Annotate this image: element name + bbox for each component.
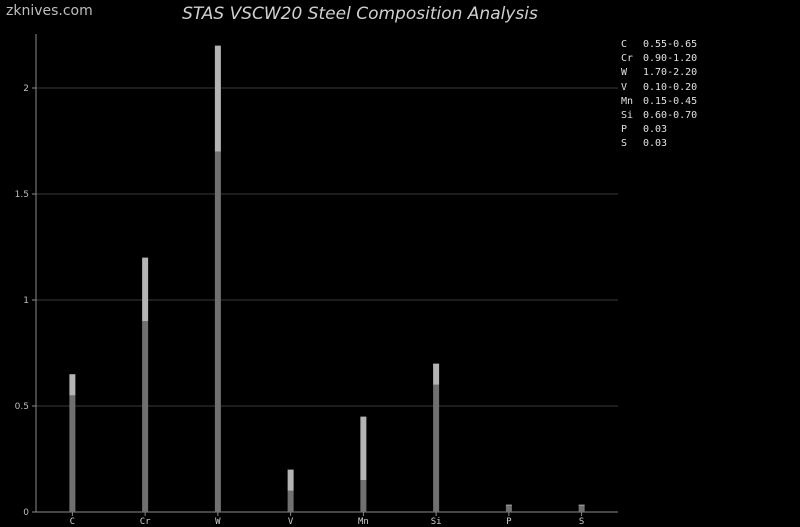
y-tick-label: 1.5 <box>15 190 29 200</box>
bar-min-Si <box>433 384 440 512</box>
bar-min-W <box>214 151 221 512</box>
legend-range: 0.03 <box>643 124 668 136</box>
legend-entry: V 0.10-0.20 <box>621 81 697 95</box>
bar-range-Cr <box>142 257 149 322</box>
bar-min-Cr <box>142 321 149 512</box>
legend-range: 0.03 <box>643 138 668 150</box>
x-tick-label: Mn <box>358 517 369 527</box>
x-tick-label: V <box>288 517 294 527</box>
legend-range: 1.70-2.20 <box>643 67 698 79</box>
x-tick-label: W <box>215 517 221 527</box>
legend-range: 0.60-0.70 <box>643 110 698 122</box>
bar-min-P <box>505 505 512 512</box>
x-tick-label: S <box>579 517 584 527</box>
y-tick-label: 1 <box>23 296 29 306</box>
legend-element: C <box>621 39 628 50</box>
legend-entry: S 0.03 <box>621 137 697 151</box>
legend-element: Cr <box>621 53 634 65</box>
legend-element: Mn <box>621 95 634 107</box>
legend-entry: P 0.03 <box>621 123 697 137</box>
x-tick-label: Si <box>431 517 442 527</box>
y-tick-label: 0 <box>23 508 29 518</box>
bar-min-C <box>69 395 76 512</box>
legend-range: 0.55-0.65 <box>643 39 698 50</box>
legend-entry: C 0.55-0.65 <box>621 38 697 52</box>
site-watermark: zknives.com <box>6 3 93 19</box>
legend-entry: Si 0.60-0.70 <box>621 109 697 123</box>
y-tick-label: 0.5 <box>15 402 29 412</box>
legend: C 0.55-0.65 Cr 0.90-1.20 W 1.70-2.20 V 0.10-0.2… <box>621 38 697 152</box>
bar-min-Mn <box>360 480 367 512</box>
legend-entry: Cr 0.90-1.20 <box>621 52 697 66</box>
legend-element: S <box>621 138 628 150</box>
legend-element: V <box>621 81 628 93</box>
bar-cap-P <box>505 504 512 506</box>
legend-range: 0.90-1.20 <box>643 53 698 65</box>
x-tick-label: P <box>506 517 512 527</box>
legend-element: P <box>621 124 628 136</box>
chart-title: STAS VSCW20 Steel Composition Analysis <box>182 4 538 24</box>
tick-labels: 0 0.5 1 1.5 2 C Cr W V Mn Si P S <box>15 84 585 527</box>
bar-min-V <box>287 490 294 512</box>
bar-range-Si <box>433 363 440 385</box>
bar-range-V <box>287 469 294 491</box>
y-tick-label: 2 <box>23 84 29 94</box>
bar-range-W <box>214 45 221 152</box>
axes <box>32 34 618 516</box>
x-tick-label: C <box>70 517 75 527</box>
legend-element: W <box>621 67 628 79</box>
grid-lines <box>36 87 618 407</box>
legend-range: 0.15-0.45 <box>643 95 698 107</box>
x-tick-label: Cr <box>140 517 151 527</box>
legend-element: Si <box>621 110 634 122</box>
legend-range: 0.10-0.20 <box>643 81 698 93</box>
bar-range-C <box>69 374 76 396</box>
bars <box>69 45 585 512</box>
legend-entry: W 1.70-2.20 <box>621 66 697 80</box>
bar-range-Mn <box>360 416 367 481</box>
legend-entry: Mn 0.15-0.45 <box>621 95 697 109</box>
bar-min-S <box>578 505 585 512</box>
bar-cap-S <box>578 504 585 506</box>
